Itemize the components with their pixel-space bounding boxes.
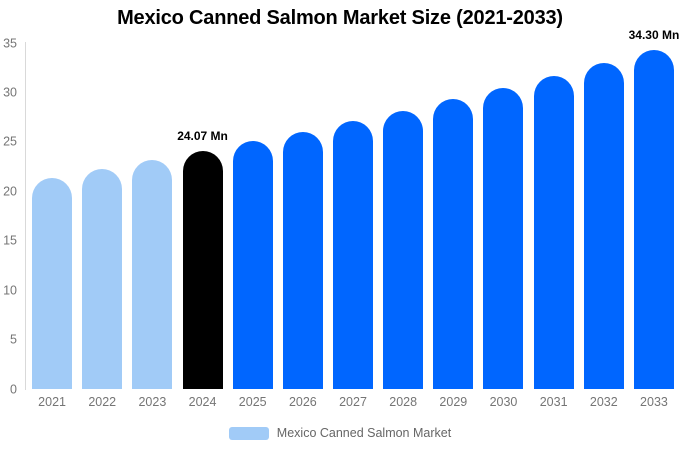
x-axis: 2021 2022 2023 2024 2025 2026 2027 2028 2029 2030…: [27, 395, 679, 409]
bar-2030[interactable]: [483, 87, 524, 389]
x-tick-label-2030: 2030: [489, 395, 518, 409]
bar-2029[interactable]: [433, 99, 474, 389]
y-tick-label-30: 30: [3, 85, 17, 100]
bar-slot-2026: [278, 43, 328, 389]
bar-slot-2021: [27, 43, 77, 389]
point-label-2033: 34.30 Mn: [628, 27, 680, 42]
bar-2032[interactable]: [583, 63, 624, 389]
y-tick-label-10: 10: [3, 282, 17, 297]
x-tick-label-2026: 2026: [288, 395, 317, 409]
x-tick-label-2022: 2022: [88, 395, 117, 409]
bar-slot-2024: 24.07 Mn: [177, 43, 228, 389]
legend-item[interactable]: Mexico Canned Salmon Market: [0, 426, 680, 440]
x-tick-label-2024: 2024: [188, 395, 217, 409]
bar-2021[interactable]: [32, 177, 73, 389]
x-tick-label-2025: 2025: [238, 395, 267, 409]
bar-slot-2030: [478, 43, 528, 389]
y-tick-label-20: 20: [3, 184, 17, 199]
legend-swatch: [228, 426, 269, 440]
bar-slot-2023: [127, 43, 177, 389]
bar-2027[interactable]: [333, 121, 374, 389]
bar-slot-2025: [228, 43, 278, 389]
bar-2023[interactable]: [132, 160, 173, 389]
bar-2026[interactable]: [282, 131, 323, 389]
bar-2025[interactable]: [232, 141, 273, 389]
bar-slot-2033: 34.30 Mn: [629, 28, 679, 389]
bar-slot-2027: [328, 43, 378, 389]
legend-label: Mexico Canned Salmon Market: [276, 426, 452, 440]
y-tick-label-25: 25: [3, 134, 17, 149]
point-label-2024: 24.07 Mn: [177, 129, 228, 144]
bar-2031[interactable]: [533, 75, 574, 389]
bar-slot-2028: [378, 43, 428, 389]
x-tick-label-2027: 2027: [339, 395, 367, 409]
y-tick-label-35: 35: [3, 35, 17, 50]
bar-2028[interactable]: [383, 110, 424, 389]
x-tick-label-2033: 2033: [640, 395, 668, 409]
bar-2022[interactable]: [82, 169, 123, 389]
y-tick-label-0: 0: [10, 381, 17, 396]
x-tick-label-2032: 2032: [589, 395, 618, 409]
x-tick-label-2021: 2021: [38, 395, 66, 409]
x-tick-label-2029: 2029: [439, 395, 468, 409]
bar-slot-2032: [579, 43, 629, 389]
chart-title: Mexico Canned Salmon Market Size (2021-2…: [117, 7, 563, 29]
x-tick-label-2031: 2031: [539, 395, 568, 409]
bar-2033[interactable]: [633, 49, 674, 389]
bar-slot-2031: [529, 43, 579, 389]
y-tick-label-5: 5: [10, 332, 17, 347]
bar-2024[interactable]: [182, 151, 223, 389]
x-tick-label-2028: 2028: [389, 395, 418, 409]
bar-slot-2029: [428, 43, 478, 389]
y-axis: 0 5 10 15 20 25 30 35: [0, 37, 17, 395]
x-tick-label-2023: 2023: [138, 395, 167, 409]
bar-slot-2022: [77, 43, 127, 389]
y-tick-label-15: 15: [3, 233, 17, 248]
bars-container: 24.07 Mn 34.30 Mn: [27, 28, 679, 389]
y-axis-line: [25, 42, 26, 390]
